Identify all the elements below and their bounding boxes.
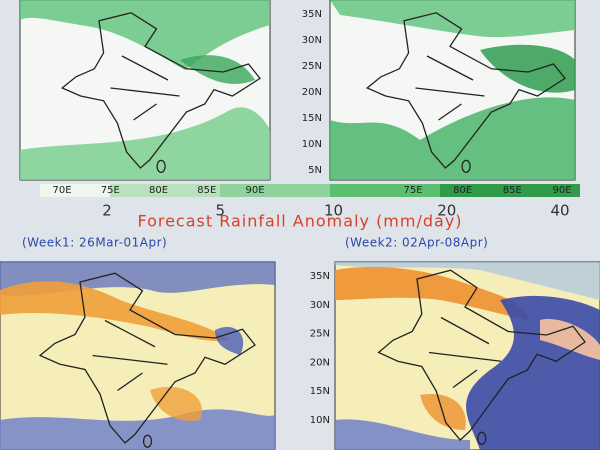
lon-label: 90E	[245, 185, 264, 196]
colorbar-label: 2	[102, 202, 112, 220]
title: Forecast Rainfall Anomaly (mm/day)	[137, 212, 462, 231]
colorbar	[40, 184, 580, 197]
lat-label: 35N	[310, 271, 330, 282]
lat-label: 25N	[310, 329, 330, 340]
pointer-hand	[540, 319, 600, 360]
lat-label: 25N	[302, 61, 322, 72]
colorbar-segment	[220, 184, 330, 197]
lon-label: 70E	[52, 185, 71, 196]
lat-label: 10N	[302, 139, 322, 150]
rain-area	[330, 97, 575, 180]
lat-label: 20N	[310, 357, 330, 368]
lat-label: 15N	[302, 113, 322, 124]
anomaly-area	[335, 262, 600, 300]
lon-label: 80E	[149, 185, 168, 196]
rain-area	[20, 107, 270, 180]
outlines	[40, 13, 585, 448]
sri-lanka-outline	[461, 159, 471, 174]
sri-lanka-outline	[156, 159, 166, 174]
colorbar-segment	[40, 184, 110, 197]
top-right-map	[329, 0, 576, 181]
lon-label: 85E	[197, 185, 216, 196]
rain-area	[20, 0, 270, 70]
colorbar-label: 40	[550, 202, 569, 220]
sri-lanka-outline	[142, 434, 153, 448]
rain-area	[180, 55, 255, 84]
anomaly-area	[335, 266, 530, 320]
rain-area	[330, 0, 575, 38]
top-left-map	[19, 0, 271, 181]
india-outline	[40, 273, 255, 443]
anomaly-area	[0, 281, 230, 342]
colorbar-segment	[440, 184, 580, 197]
rain-area	[480, 44, 575, 93]
colorbar-label: 5	[215, 202, 225, 220]
anomaly-area	[335, 419, 470, 450]
lon-label: 85E	[503, 185, 522, 196]
lat-label: 30N	[310, 300, 330, 311]
anomaly-area	[150, 386, 202, 421]
lon-label: 75E	[101, 185, 120, 196]
anomaly-area	[215, 326, 244, 355]
lon-label: 80E	[453, 185, 472, 196]
bottom-right-map	[334, 261, 600, 450]
lat-label: 20N	[302, 87, 322, 98]
lat-label: 35N	[302, 9, 322, 20]
lat-label: 15N	[310, 386, 330, 397]
bottom-left-map	[0, 261, 276, 450]
colorbar-segment	[110, 184, 220, 197]
sri-lanka-outline	[477, 431, 487, 445]
lon-label: 90E	[552, 185, 571, 196]
week-label: (Week1: 26Mar-01Apr)	[22, 236, 167, 250]
labels: 70E 75E 80E 85E 90E 75E 80E 85E 90E35N30N25N20N1…	[52, 9, 571, 426]
lon-label: 75E	[403, 185, 422, 196]
india-outline	[62, 13, 260, 168]
lat-label: 10N	[310, 415, 330, 426]
india-outline	[379, 270, 585, 440]
colorbar-segment	[330, 184, 440, 197]
colorbar-label: 20	[437, 202, 456, 220]
india-outline	[367, 13, 565, 168]
anomaly-area	[0, 409, 275, 450]
week-label: (Week2: 02Apr-08Apr)	[345, 236, 488, 250]
colorbar-label: 10	[324, 202, 343, 220]
lat-label: 30N	[302, 35, 322, 46]
lat-label: 5N	[308, 165, 322, 176]
